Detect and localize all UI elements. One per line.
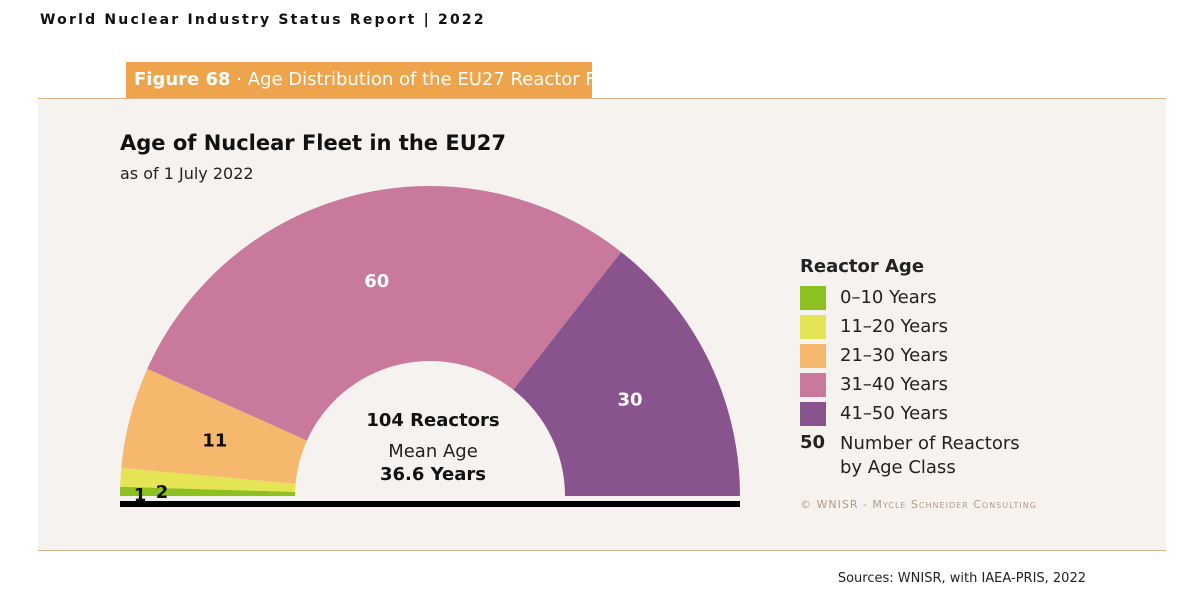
legend-item: 11–20 Years — [800, 312, 1020, 341]
legend-swatch — [800, 314, 826, 339]
legend-item: 21–30 Years — [800, 341, 1020, 370]
legend-swatch — [800, 401, 826, 426]
legend-label: 0–10 Years — [840, 287, 937, 308]
legend-count-example: 50 — [800, 432, 826, 453]
chart-title: Age of Nuclear Fleet in the EU27 — [120, 131, 506, 155]
slice-value-label: 30 — [618, 390, 643, 411]
legend-swatch — [800, 285, 826, 310]
legend-item: 41–50 Years — [800, 399, 1020, 428]
legend-item: 0–10 Years — [800, 283, 1020, 312]
legend-count-note: 50 Number of Reactors by Age Class — [800, 432, 1020, 480]
legend-swatch — [800, 372, 826, 397]
slice-value-label: 11 — [202, 430, 227, 451]
slice-31-40-years — [147, 185, 622, 441]
legend: Reactor Age 0–10 Years 11–20 Years 21–30 Y… — [800, 256, 1020, 480]
legend-label: 21–30 Years — [840, 345, 949, 366]
center-mean-value: 36.6 Years — [380, 464, 486, 485]
chart-subtitle: as of 1 July 2022 — [120, 164, 254, 183]
slice-value-label: 2 — [156, 482, 169, 503]
copyright-notice: © WNISR - Mycle Schneider Consulting — [800, 498, 1037, 511]
figure-caption-tab: Figure 68 · Age Distribution of the EU27… — [126, 62, 630, 98]
legend-item: 31–40 Years — [800, 370, 1020, 399]
slice-41-50-years — [513, 251, 740, 496]
legend-label: 11–20 Years — [840, 316, 949, 337]
legend-count-description: Number of Reactors by Age Class — [840, 433, 1020, 478]
legend-swatch — [800, 343, 826, 368]
slice-21-30-years — [121, 368, 307, 484]
figure-number: Figure 68 — [134, 69, 231, 90]
center-mean-label: Mean Age — [388, 441, 478, 462]
center-total-label: 104 Reactors — [366, 410, 499, 431]
sources-note: Sources: WNISR, with IAEA-PRIS, 2022 — [837, 571, 1086, 586]
legend-label: 31–40 Years — [840, 374, 949, 395]
slice-11-20-years — [120, 467, 296, 492]
slice-value-label: 60 — [364, 271, 389, 292]
legend-label: 41–50 Years — [840, 403, 949, 424]
chart-baseline — [120, 501, 740, 507]
slice-0-10-years — [120, 486, 296, 496]
figure-caption: Age Distribution of the EU27 Reactor Fle… — [247, 69, 630, 90]
report-header: World Nuclear Industry Status Report | 2… — [40, 12, 486, 28]
figure-separator: · — [230, 69, 248, 90]
legend-title: Reactor Age — [800, 256, 925, 277]
slice-value-label: 1 — [134, 485, 147, 506]
